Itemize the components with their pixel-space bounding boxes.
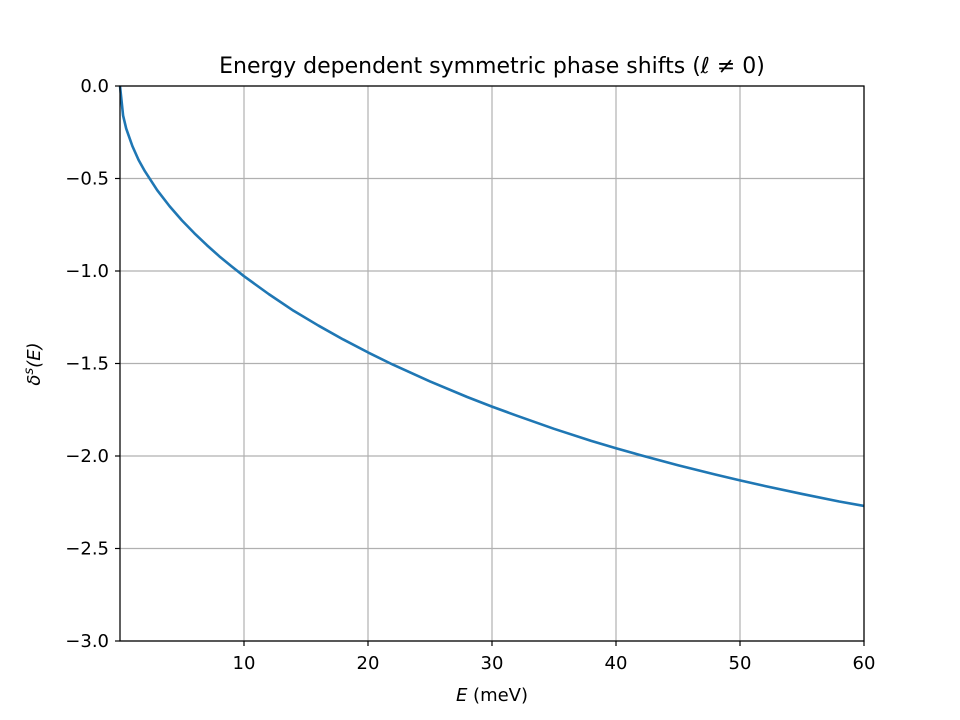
x-axis-label-unit: (meV) <box>467 685 528 706</box>
y-tick-label: 0.0 <box>80 76 109 97</box>
y-axis-label: δs(E) <box>22 342 45 385</box>
x-axis-label: E (meV) <box>456 685 528 706</box>
x-tick-label: 40 <box>605 653 628 674</box>
y-tick-label: −3.0 <box>65 631 109 652</box>
y-tick-label: −1.5 <box>65 354 109 375</box>
y-axis-label-base: δ <box>24 375 45 386</box>
plot-area <box>118 85 865 508</box>
y-tick-label: −0.5 <box>65 169 109 190</box>
x-tick-label: 30 <box>481 653 504 674</box>
y-tick-label: −1.0 <box>65 261 109 282</box>
x-axis: 10 20 30 40 50 60 <box>233 641 876 674</box>
y-tick-label: −2.0 <box>65 446 109 467</box>
x-tick-label: 20 <box>357 653 380 674</box>
series-line <box>118 85 865 508</box>
y-axis: 0.0 −0.5 −1.0 −1.5 −2.0 −2.5 −3.0 <box>65 76 120 652</box>
y-tick-label: −2.5 <box>65 539 109 560</box>
x-axis-label-var: E <box>456 685 468 706</box>
chart-title: Energy dependent symmetric phase shifts … <box>219 54 765 79</box>
y-axis-label-sup: s <box>22 368 37 375</box>
x-tick-label: 60 <box>853 653 876 674</box>
x-tick-label: 10 <box>233 653 256 674</box>
y-axis-label-arg: (E) <box>24 342 45 367</box>
x-tick-label: 50 <box>729 653 752 674</box>
